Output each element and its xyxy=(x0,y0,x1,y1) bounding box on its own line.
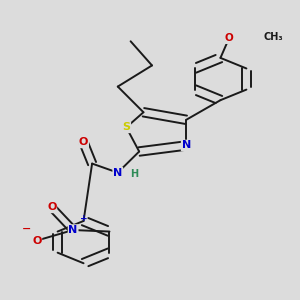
Text: O: O xyxy=(47,202,56,212)
Text: +: + xyxy=(80,214,88,223)
Text: O: O xyxy=(32,236,41,246)
Text: O: O xyxy=(79,137,88,148)
Text: O: O xyxy=(225,33,233,43)
Text: N: N xyxy=(68,225,78,235)
Text: −: − xyxy=(22,224,31,233)
Text: N: N xyxy=(182,140,191,151)
Text: H: H xyxy=(130,169,139,179)
Text: CH₃: CH₃ xyxy=(263,32,283,42)
Text: N: N xyxy=(113,168,122,178)
Text: S: S xyxy=(122,122,130,132)
